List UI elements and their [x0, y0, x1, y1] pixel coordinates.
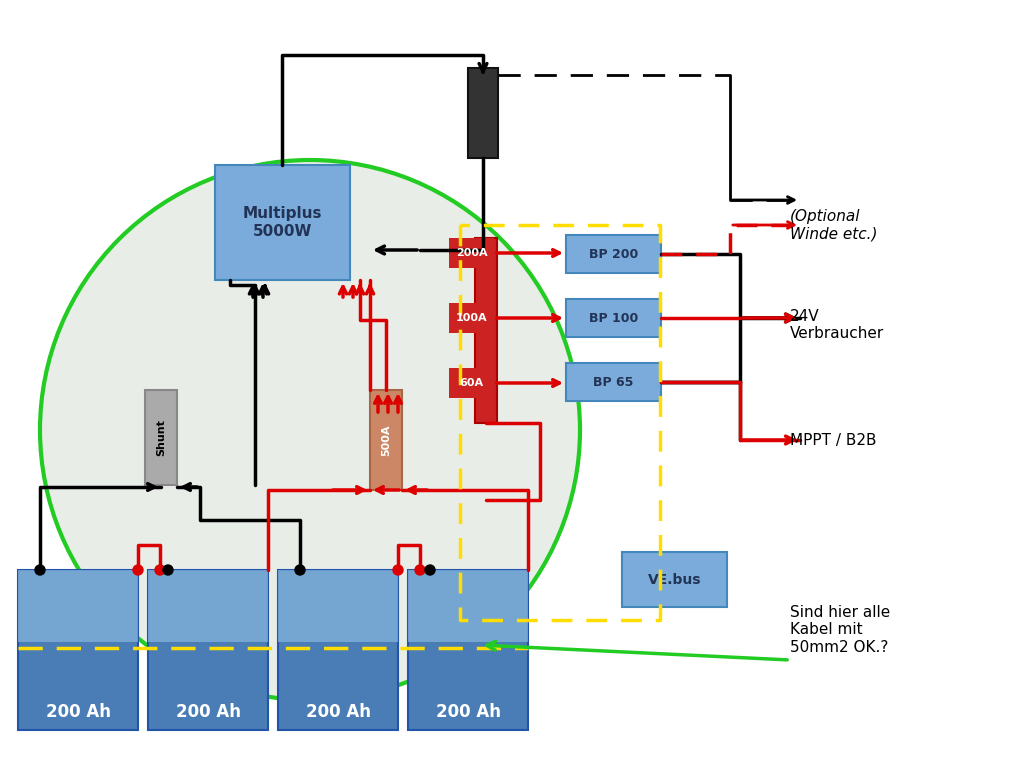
- FancyBboxPatch shape: [145, 390, 177, 485]
- Text: 100A: 100A: [456, 313, 487, 323]
- FancyBboxPatch shape: [215, 165, 350, 280]
- Circle shape: [415, 565, 425, 575]
- Circle shape: [35, 565, 45, 575]
- Text: 200 Ah: 200 Ah: [435, 703, 501, 721]
- FancyBboxPatch shape: [148, 570, 268, 642]
- Text: 200 Ah: 200 Ah: [305, 703, 371, 721]
- Text: BP 100: BP 100: [589, 312, 638, 325]
- FancyBboxPatch shape: [278, 570, 398, 730]
- FancyBboxPatch shape: [475, 238, 497, 423]
- Text: 24V
Verbraucher: 24V Verbraucher: [790, 309, 885, 341]
- Text: 200 Ah: 200 Ah: [175, 703, 241, 721]
- FancyBboxPatch shape: [408, 570, 528, 730]
- Text: Multiplus
5000W: Multiplus 5000W: [243, 207, 323, 239]
- FancyBboxPatch shape: [18, 570, 138, 642]
- FancyBboxPatch shape: [566, 363, 662, 401]
- FancyBboxPatch shape: [449, 368, 494, 398]
- Circle shape: [393, 565, 403, 575]
- Circle shape: [163, 565, 173, 575]
- Circle shape: [425, 565, 435, 575]
- FancyBboxPatch shape: [370, 390, 402, 490]
- FancyBboxPatch shape: [449, 238, 494, 268]
- FancyBboxPatch shape: [18, 570, 138, 730]
- FancyBboxPatch shape: [408, 570, 528, 642]
- Text: Sind hier alle
Kabel mit
50mm2 OK.?: Sind hier alle Kabel mit 50mm2 OK.?: [790, 605, 890, 655]
- Text: Shunt: Shunt: [156, 419, 166, 456]
- Text: BP 200: BP 200: [589, 247, 638, 260]
- Circle shape: [295, 565, 305, 575]
- FancyBboxPatch shape: [566, 235, 662, 273]
- Circle shape: [155, 565, 165, 575]
- FancyBboxPatch shape: [468, 68, 498, 158]
- FancyBboxPatch shape: [566, 299, 662, 337]
- Circle shape: [40, 160, 580, 700]
- Text: MPPT / B2B: MPPT / B2B: [790, 432, 877, 448]
- Text: 500A: 500A: [381, 424, 391, 455]
- Circle shape: [133, 565, 143, 575]
- Text: 60A: 60A: [460, 378, 483, 388]
- Text: VE.bus: VE.bus: [648, 572, 701, 587]
- Text: 200 Ah: 200 Ah: [45, 703, 111, 721]
- Text: (Optional
Winde etc.): (Optional Winde etc.): [790, 209, 878, 241]
- FancyBboxPatch shape: [278, 570, 398, 642]
- FancyBboxPatch shape: [449, 303, 494, 333]
- FancyBboxPatch shape: [148, 570, 268, 730]
- Text: BP 65: BP 65: [593, 376, 634, 389]
- Text: 200A: 200A: [456, 248, 487, 258]
- FancyBboxPatch shape: [622, 552, 727, 607]
